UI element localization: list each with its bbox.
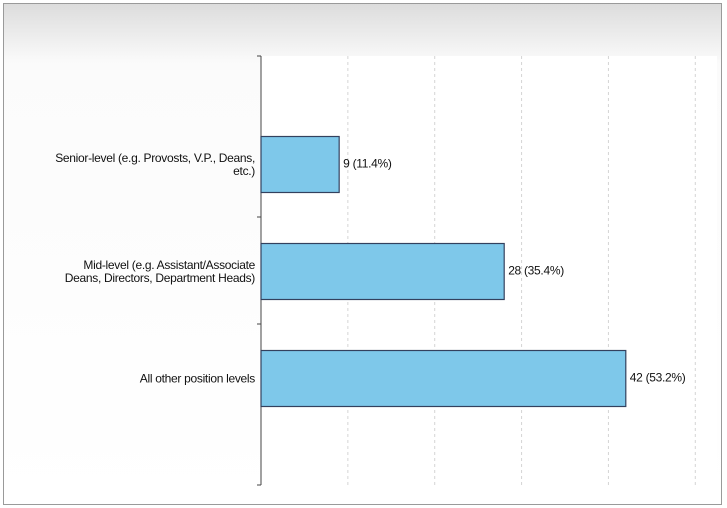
value-label: 28 (35.4%) <box>508 264 564 278</box>
value-label: 42 (53.2%) <box>630 371 686 385</box>
category-label: Mid-level (e.g. Assistant/Associate Dean… <box>64 257 256 285</box>
value-label: 9 (11.4%) <box>343 157 392 171</box>
category-label: Senior-level (e.g. Provosts, V.P., Deans… <box>55 150 255 178</box>
category-label: All other position levels <box>139 371 256 385</box>
bar <box>260 135 340 194</box>
bar <box>260 349 627 408</box>
bar <box>260 242 505 301</box>
